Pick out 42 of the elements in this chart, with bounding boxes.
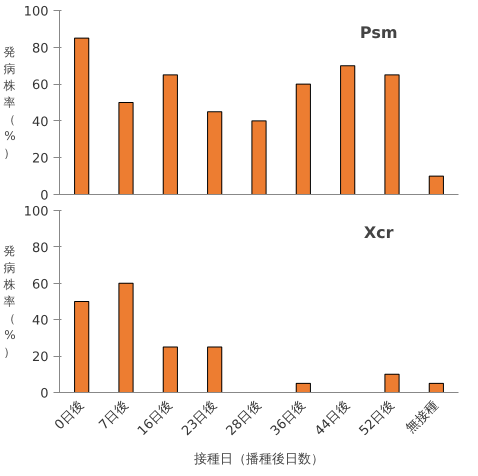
x-tick-label: 23日後 [179, 398, 220, 439]
y-tick-label: 40 [32, 114, 49, 130]
x-tick-label: 0日後 [52, 398, 87, 434]
y-axis-title: 発病株率（%） [2, 45, 16, 160]
y-tick-label: 100 [24, 4, 49, 20]
y-tick-label: 20 [32, 152, 49, 167]
bar [340, 65, 356, 194]
y-tick-label: 20 [32, 350, 49, 366]
x-tick-label: 36日後 [268, 398, 309, 439]
bar [384, 74, 400, 194]
y-tick-label: 40 [32, 314, 49, 329]
x-tick-label: 無接種 [403, 398, 442, 436]
bar [428, 176, 444, 194]
bar [384, 374, 400, 392]
y-axis-title: 発病株率（%） [2, 244, 16, 359]
x-tick-label: 44日後 [312, 398, 353, 439]
x-tick-label: 16日後 [134, 398, 176, 439]
bar [162, 74, 178, 194]
x-tick-label: 7日後 [96, 398, 132, 434]
text: Psm [360, 23, 398, 42]
bar [428, 382, 444, 392]
y-tick-label: 60 [32, 277, 49, 292]
y-tick-label: 80 [32, 240, 49, 256]
y-tick-label: 0 [40, 386, 49, 402]
bar [296, 84, 311, 194]
bar [74, 301, 90, 392]
bar [74, 38, 90, 194]
y-tick-label: 0 [40, 188, 49, 204]
bar [118, 102, 134, 194]
bar [296, 382, 311, 392]
y-tick-label: 100 [24, 204, 49, 220]
y-tick-label: 60 [32, 78, 49, 94]
bar [162, 346, 178, 392]
y-tick-label: 80 [32, 41, 49, 56]
bar [251, 120, 267, 194]
bar [118, 282, 134, 392]
x-tick-label: 28日後 [224, 398, 264, 439]
bar [207, 111, 222, 194]
x-tick-label: 52日後 [356, 398, 398, 439]
bar [207, 346, 222, 392]
text: Xcr [364, 222, 394, 242]
x-axis-title: 接種日（播種後日数） [194, 452, 324, 468]
